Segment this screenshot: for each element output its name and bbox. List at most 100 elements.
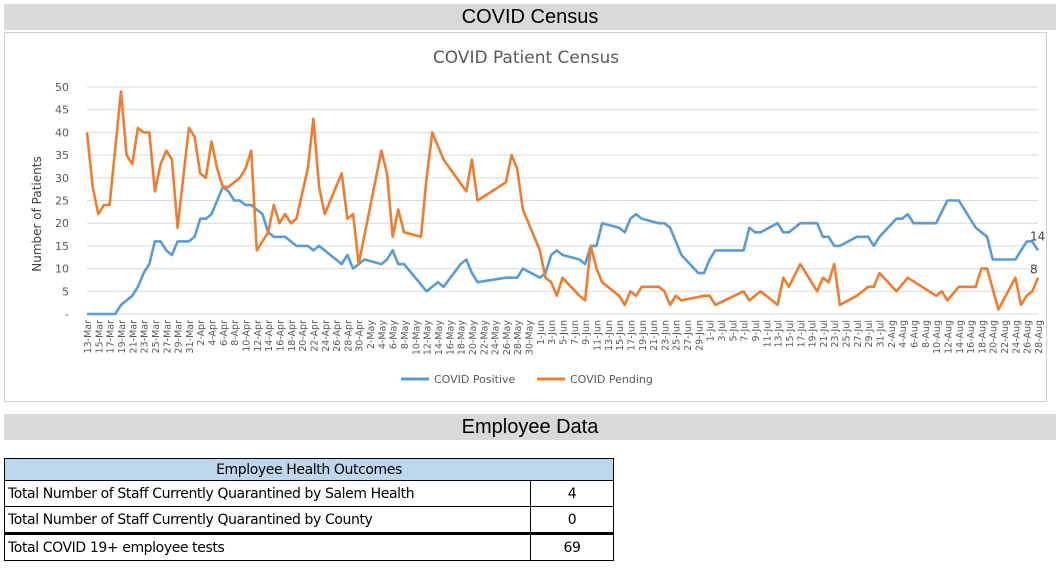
- x-tick-label: 23-Jul: [830, 320, 841, 348]
- x-tick-label: 21-Jun: [649, 320, 660, 351]
- x-tick-label: 11-Jul: [762, 320, 773, 348]
- chart-title: COVID Patient Census: [433, 48, 619, 68]
- x-tick-label: 4-May: [377, 320, 388, 349]
- x-tick-label: 26-May: [502, 320, 513, 356]
- x-tick-label: 13-Jul: [774, 320, 785, 348]
- x-tick-label: 13-Jun: [604, 320, 615, 351]
- x-tick-label: 5-Jul: [728, 320, 739, 341]
- x-tick-label: 17-Mar: [106, 320, 117, 354]
- x-tick-label: 14-May: [434, 320, 445, 356]
- x-tick-label: 18-Aug: [977, 320, 988, 354]
- x-tick-label: 10-Aug: [932, 320, 943, 354]
- x-tick-label: 10-May: [411, 320, 422, 356]
- x-tick-label: 19-Jul: [808, 320, 819, 348]
- x-tick-label: 28-May: [513, 320, 524, 356]
- x-tick-label: 20-Apr: [298, 320, 309, 352]
- y-tick-label: 40: [55, 126, 69, 139]
- x-tick-label: 15-Jun: [615, 320, 626, 351]
- x-tick-label: 9-Jul: [751, 320, 762, 341]
- x-tick-label: 17-Jun: [626, 320, 637, 351]
- x-tick-label: 24-Aug: [1011, 320, 1022, 354]
- row-label: Total Number of Staff Currently Quaranti…: [4, 506, 531, 534]
- x-tick-label: 24-May: [491, 320, 502, 356]
- y-tick-label: 30: [55, 172, 69, 185]
- y-tick-label: 45: [55, 104, 69, 117]
- x-tick-label: 30-May: [525, 320, 536, 356]
- y-tick-label: 20: [55, 217, 69, 230]
- x-tick-label: 7-Jun: [570, 320, 581, 345]
- y-tick-label: 50: [55, 81, 69, 94]
- x-tick-label: 16-Apr: [275, 320, 286, 352]
- x-tick-label: 2-Aug: [887, 320, 898, 348]
- x-tick-label: 25-Jun: [672, 320, 683, 351]
- series-line-covid-pending: [85, 90, 1040, 311]
- covid-patient-census-chart: COVID Patient Census Number of Patients …: [4, 32, 1047, 402]
- row-label: Total Number of Staff Currently Quaranti…: [4, 480, 531, 507]
- x-tick-label: 22-Apr: [309, 320, 320, 352]
- y-axis-label: Number of Patients: [30, 156, 44, 271]
- y-tick-label: 15: [55, 240, 69, 253]
- y-tick-label: -: [65, 308, 69, 321]
- x-tick-label: 31-Mar: [185, 320, 196, 354]
- x-tick-label: 30-Apr: [355, 320, 366, 352]
- x-tick-label: 6-May: [389, 320, 400, 349]
- y-tick-label: 25: [55, 195, 69, 208]
- x-tick-label: 19-Mar: [117, 320, 128, 354]
- x-tick-label: 28-Aug: [1034, 320, 1045, 354]
- x-tick-label: 27-Mar: [162, 320, 173, 354]
- x-tick-label: 12-May: [423, 320, 434, 356]
- employee-data-header: Employee Data: [4, 414, 1056, 440]
- data-label: 8: [1030, 263, 1038, 277]
- x-tick-label: 9-Jun: [581, 320, 592, 345]
- x-tick-label: 14-Aug: [955, 320, 966, 354]
- x-tick-label: 10-Apr: [242, 320, 253, 352]
- x-tick-label: 12-Aug: [943, 320, 954, 354]
- row-value: 69: [530, 532, 614, 561]
- x-tick-label: 21-Jul: [819, 320, 830, 348]
- x-tick-label: 6-Apr: [219, 320, 230, 346]
- x-tick-label: 2-Apr: [196, 320, 207, 346]
- x-tick-label: 26-Apr: [332, 320, 343, 352]
- x-tick-label: 8-May: [400, 320, 411, 349]
- x-tick-label: 28-Apr: [343, 320, 354, 352]
- x-tick-label: 17-Jul: [796, 320, 807, 348]
- chart-svg: COVID Patient Census Number of Patients …: [30, 48, 1045, 386]
- x-tick-label: 16-Aug: [966, 320, 977, 354]
- x-tick-label: 23-Mar: [140, 320, 151, 354]
- table-row: Total COVID 19+ employee tests 69: [4, 532, 614, 561]
- x-tick-label: 3-Jul: [717, 320, 728, 341]
- x-tick-label: 20-Aug: [989, 320, 1000, 354]
- x-tick-label: 6-Aug: [909, 320, 920, 348]
- x-tick-label: 18-Apr: [287, 320, 298, 352]
- x-tick-label: 22-May: [479, 320, 490, 356]
- x-tick-label: 18-May: [457, 320, 468, 356]
- x-tick-label: 19-Jun: [638, 320, 649, 351]
- x-tick-label: 29-Jul: [864, 320, 875, 348]
- x-tick-label: 31-Jul: [876, 320, 887, 348]
- row-value: 4: [530, 480, 614, 507]
- x-tick-label: 15-Mar: [94, 320, 105, 354]
- x-tick-label: 27-Jul: [853, 320, 864, 348]
- x-tick-label: 12-Apr: [253, 320, 264, 352]
- x-tick-label: 27-Jun: [683, 320, 694, 351]
- y-tick-label: 35: [55, 149, 69, 162]
- x-tick-label: 26-Aug: [1023, 320, 1034, 354]
- table-row: Total Number of Staff Currently Quaranti…: [4, 506, 614, 534]
- y-tick-label: 10: [55, 263, 69, 276]
- x-tick-label: 23-Jun: [660, 320, 671, 351]
- x-tick-label: 13-Mar: [83, 320, 94, 354]
- x-tick-label: 4-Apr: [208, 320, 219, 346]
- x-tick-label: 21-Mar: [128, 320, 139, 354]
- x-tick-label: 22-Aug: [1000, 320, 1011, 354]
- x-tick-label: 7-Jul: [740, 320, 751, 341]
- row-label: Total COVID 19+ employee tests: [4, 532, 531, 561]
- legend-entry: COVID Positive: [434, 373, 516, 386]
- x-tick-label: 20-May: [468, 320, 479, 356]
- x-tick-label: 15-Jul: [785, 320, 796, 348]
- x-tick-label: 1-Jul: [706, 320, 717, 341]
- x-tick-label: 4-Aug: [898, 320, 909, 348]
- x-tick-label: 5-Jun: [559, 320, 570, 345]
- x-tick-label: 25-Jul: [842, 320, 853, 348]
- y-tick-label: 5: [62, 285, 69, 298]
- x-tick-label: 8-Aug: [921, 320, 932, 348]
